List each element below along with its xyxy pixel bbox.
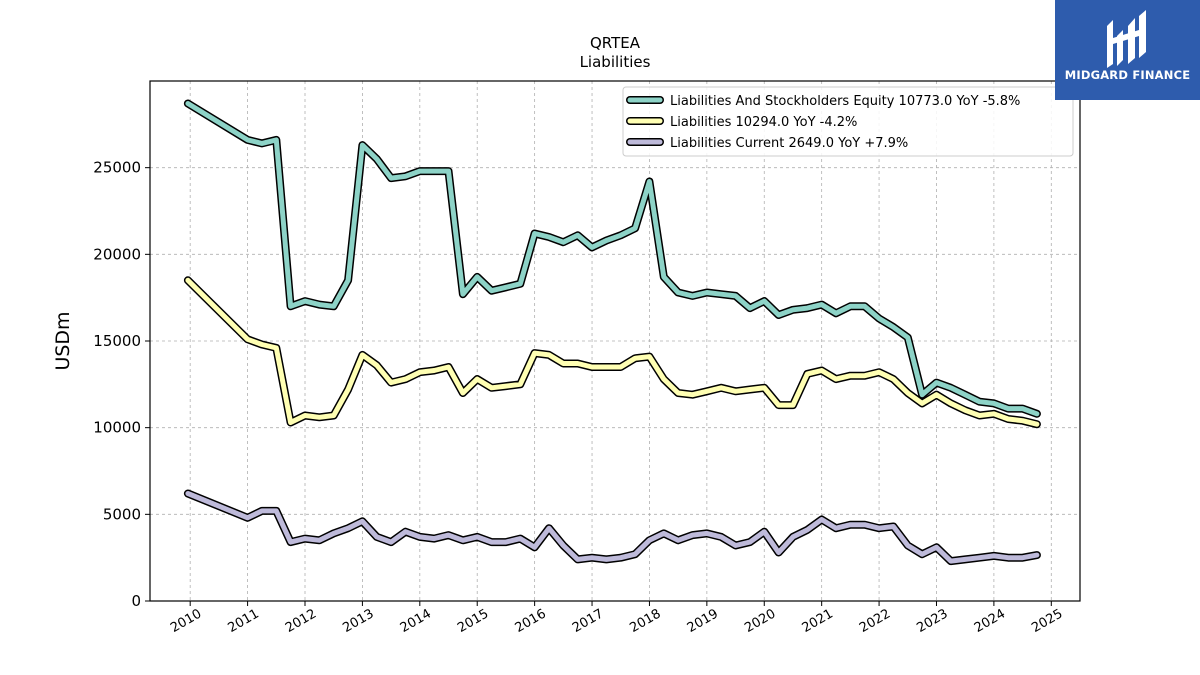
legend-entry: Liabilities And Stockholders Equity 1077…: [626, 94, 1020, 109]
x-tick-label: 2013: [340, 606, 376, 636]
x-tick-label: 2016: [513, 606, 549, 636]
x-tick-label: 2010: [168, 606, 204, 636]
legend: Liabilities And Stockholders Equity 1077…: [622, 86, 1074, 157]
y-tick-label: 25000: [93, 159, 141, 177]
series-1: [183, 276, 1041, 429]
y-tick-label: 15000: [93, 332, 141, 350]
series-2: [183, 489, 1041, 566]
x-tick-label: 2012: [283, 606, 319, 636]
chart-subtitle: Liabilities: [580, 53, 651, 71]
chart-title: QRTEA: [590, 34, 641, 52]
legend-entry: Liabilities Current 2649.0 YoY +7.9%: [626, 136, 908, 151]
x-axis: 2010 2011 2012 2013 2014 2015 2016 2017 2018 2019…: [168, 601, 1065, 636]
brand-name: MIDGARD FINANCE: [1064, 68, 1191, 82]
legend-box: [622, 86, 1074, 157]
x-tick-label: 2025: [1029, 606, 1065, 636]
brand-emblem-icon: [1107, 10, 1146, 68]
x-tick-label: 2020: [742, 606, 778, 636]
y-axis: 0 5000 10000 15000 20000 25000: [93, 159, 150, 610]
x-tick-label: 2015: [455, 606, 491, 636]
legend-label: Liabilities And Stockholders Equity 1077…: [670, 94, 1020, 109]
x-tick-label: 2021: [800, 606, 836, 636]
y-tick-label: 10000: [93, 419, 141, 437]
brand-logo: MIDGARD FINANCE: [1055, 0, 1200, 100]
series-line-outline: [183, 489, 1041, 566]
series-line: [185, 491, 1040, 564]
series-0: [183, 99, 1041, 418]
x-tick-label: 2017: [570, 606, 606, 636]
series-line: [185, 101, 1040, 417]
y-axis-label: USDm: [52, 311, 74, 370]
series-lines: [183, 99, 1041, 566]
x-tick-label: 2018: [627, 606, 663, 636]
x-tick-label: 2022: [857, 606, 893, 636]
legend-label: Liabilities 10294.0 YoY -4.2%: [670, 115, 857, 130]
x-tick-label: 2019: [685, 606, 721, 636]
series-line: [185, 277, 1040, 427]
x-tick-label: 2014: [398, 606, 434, 636]
y-tick-label: 5000: [103, 505, 141, 523]
y-tick-label: 20000: [93, 245, 141, 263]
x-tick-label: 2011: [226, 606, 262, 636]
grid-lines: [150, 81, 1080, 602]
y-tick-label: 0: [131, 592, 141, 610]
legend-entry: Liabilities 10294.0 YoY -4.2%: [626, 115, 857, 130]
x-tick-label: 2023: [914, 606, 950, 636]
legend-label: Liabilities Current 2649.0 YoY +7.9%: [670, 136, 908, 151]
x-tick-label: 2024: [972, 606, 1008, 636]
